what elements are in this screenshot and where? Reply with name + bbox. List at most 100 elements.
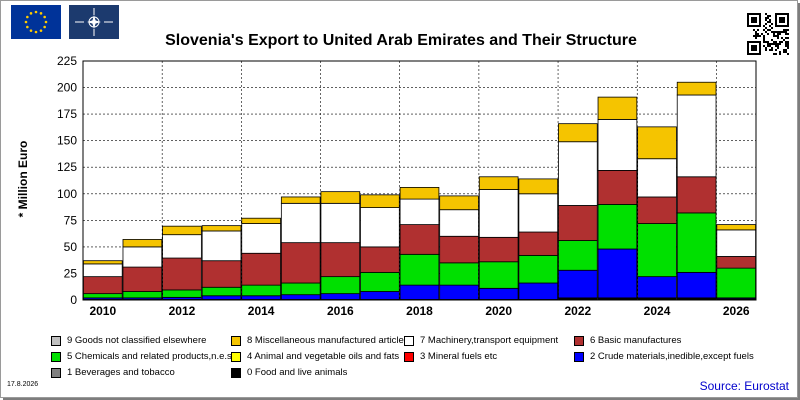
- qr-module: [757, 35, 759, 37]
- qr-module: [775, 31, 777, 33]
- qr-module: [771, 31, 773, 33]
- y-tick-label: 25: [64, 266, 78, 280]
- qr-module: [771, 39, 773, 41]
- qr-code-icon: [747, 13, 789, 55]
- qr-module: [785, 41, 787, 43]
- bar-segment-s8-2012: [162, 225, 202, 236]
- bar-segment-s7-2017: [360, 207, 400, 248]
- bar-segment-s5-2010: [83, 293, 123, 299]
- eu-flag-icon: [11, 5, 61, 39]
- bar-segment-s2-2017: [360, 291, 400, 300]
- bar-segment-s6-2024: [637, 196, 677, 224]
- qr-module: [773, 31, 775, 33]
- qr-module: [763, 37, 765, 39]
- qr-module: [765, 41, 767, 43]
- chart-legend: 9 Goods not classified elsewhere 8 Miscel…: [51, 334, 791, 382]
- qr-module: [763, 35, 765, 37]
- qr-module: [779, 33, 781, 35]
- legend-item-s4: 4 Animal and vegetable oils and fats: [231, 350, 399, 363]
- bar-segment-s5-2019: [439, 262, 479, 286]
- bar-segment-s2-2021: [518, 282, 559, 300]
- eu-star: [34, 10, 38, 14]
- y-tick-label: 50: [64, 240, 78, 254]
- qr-finder-core: [751, 45, 757, 51]
- qr-module: [771, 47, 773, 49]
- qr-module: [777, 43, 779, 45]
- bar-segment-s2-2022: [558, 269, 598, 299]
- qr-module: [767, 45, 769, 47]
- qr-module: [775, 53, 777, 55]
- bar-segment-s5-2012: [162, 289, 202, 298]
- bar-segment-s5-2013: [201, 286, 242, 297]
- y-tick-label: 0: [70, 293, 77, 307]
- x-tick-label: 2018: [406, 304, 433, 318]
- qr-module: [755, 37, 757, 39]
- x-tick-label: 2012: [169, 304, 196, 318]
- eu-star: [43, 25, 46, 29]
- bar-segment-s8-2023: [597, 96, 638, 120]
- qr-module: [785, 37, 787, 39]
- bar-segment-s8-2026: [716, 224, 757, 231]
- bar-segment-s6-2023: [597, 170, 638, 205]
- legend-label: 7 Machinery,transport equipment: [420, 335, 559, 346]
- bar-segment-s5-2026: [716, 267, 757, 299]
- qr-module: [787, 37, 789, 39]
- eu-star: [29, 12, 33, 15]
- bar-segment-s7-2010: [83, 263, 123, 278]
- qr-module: [779, 53, 781, 55]
- qr-module: [767, 17, 769, 19]
- qr-module: [771, 27, 773, 29]
- bar-segment-s8-2020: [478, 176, 519, 190]
- eu-star: [26, 15, 29, 19]
- bar-segment-s6-2026: [716, 256, 757, 269]
- legend-label: 6 Basic manufactures: [590, 335, 682, 346]
- qr-module: [767, 41, 769, 43]
- eu-star: [24, 20, 28, 24]
- bar-segment-s6-2011: [122, 266, 163, 292]
- x-tick-label: 2020: [485, 304, 512, 318]
- qr-module: [765, 47, 767, 49]
- legend-swatch: [231, 335, 241, 346]
- qr-module: [765, 13, 767, 15]
- qr-module: [775, 41, 777, 43]
- qr-module: [765, 49, 767, 51]
- bar-segment-s2-2019: [439, 284, 479, 300]
- qr-module: [771, 43, 773, 45]
- bar-segment-s6-2022: [558, 205, 598, 241]
- bar-segment-s5-2023: [597, 203, 638, 250]
- bar-segment-s7-2023: [597, 119, 638, 171]
- bar-segment-s6-2013: [201, 260, 242, 288]
- qr-module: [779, 51, 781, 53]
- qr-module: [785, 29, 787, 31]
- qr-module: [753, 29, 755, 31]
- bar-segment-s7-2024: [637, 158, 677, 198]
- nato-flag-icon: [69, 5, 119, 39]
- qr-module: [785, 49, 787, 51]
- bar-segment-s7-2025: [676, 94, 717, 178]
- bar-segment-s7-2019: [439, 209, 479, 237]
- y-tick-label: 75: [64, 213, 78, 227]
- qr-module: [757, 33, 759, 35]
- legend-label: 5 Chemicals and related products,n.e.s.: [67, 351, 235, 362]
- bar-segment-s2-2014: [241, 295, 281, 300]
- eu-star: [43, 15, 46, 19]
- qr-module: [775, 45, 777, 47]
- qr-module: [783, 29, 785, 31]
- bar-segment-s5-2011: [122, 291, 163, 299]
- bar-segment-s6-2019: [439, 235, 479, 264]
- qr-module: [773, 43, 775, 45]
- bar-segment-s6-2016: [320, 242, 361, 278]
- x-tick-label: 2014: [248, 304, 275, 318]
- qr-module: [771, 23, 773, 25]
- x-tick-label: 2024: [644, 304, 671, 318]
- qr-module: [769, 15, 771, 17]
- bar-segment-s8-2021: [518, 178, 559, 195]
- bar-segment-s6-2025: [676, 176, 717, 214]
- legend-swatch: [231, 367, 241, 378]
- eu-flag-background: [11, 5, 61, 39]
- bar-segment-s6-2015: [280, 242, 321, 284]
- qr-module: [765, 27, 767, 29]
- nato-star-horizontal: [87, 20, 101, 24]
- qr-module: [779, 31, 781, 33]
